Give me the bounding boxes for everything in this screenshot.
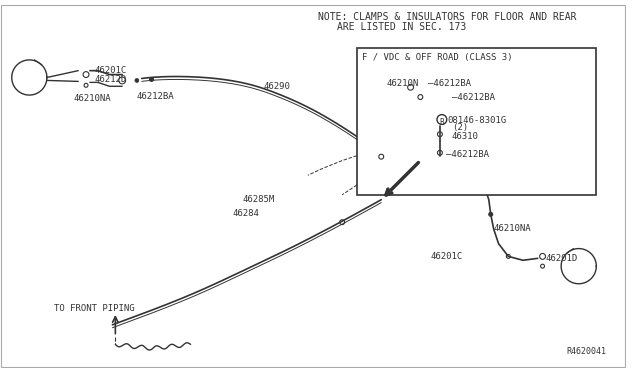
Text: ARE LISTED IN SEC. 173: ARE LISTED IN SEC. 173 bbox=[337, 22, 467, 32]
Text: 46290: 46290 bbox=[264, 82, 291, 92]
Bar bbox=[357, 48, 596, 195]
Circle shape bbox=[489, 212, 493, 216]
Text: B: B bbox=[439, 118, 444, 126]
Text: 46210NA: 46210NA bbox=[493, 224, 531, 233]
Text: —46212BA: —46212BA bbox=[428, 80, 471, 89]
Text: 46210N: 46210N bbox=[386, 80, 419, 89]
Text: F / VDC & OFF ROAD (CLASS 3): F / VDC & OFF ROAD (CLASS 3) bbox=[362, 53, 512, 62]
Text: 46201C: 46201C bbox=[95, 66, 127, 75]
Text: 08146-8301G: 08146-8301G bbox=[448, 116, 507, 125]
Text: —46212BA: —46212BA bbox=[452, 93, 495, 102]
Text: 46285M: 46285M bbox=[243, 195, 275, 204]
Circle shape bbox=[150, 77, 154, 81]
Text: 46201C: 46201C bbox=[430, 253, 462, 262]
Text: 46212BA: 46212BA bbox=[137, 92, 175, 101]
Text: 46201D: 46201D bbox=[545, 254, 578, 263]
Text: 46284: 46284 bbox=[233, 209, 260, 218]
Text: NOTE: CLAMPS & INSULATORS FOR FLOOR AND REAR: NOTE: CLAMPS & INSULATORS FOR FLOOR AND … bbox=[317, 12, 576, 22]
Text: R4620041: R4620041 bbox=[566, 347, 606, 356]
Circle shape bbox=[135, 78, 139, 82]
Text: TO FRONT PIPING: TO FRONT PIPING bbox=[54, 304, 134, 313]
Text: 46310: 46310 bbox=[452, 132, 479, 141]
Text: 46212D: 46212D bbox=[95, 74, 127, 84]
Text: 46210NA: 46210NA bbox=[74, 94, 111, 103]
Text: (2): (2) bbox=[452, 124, 468, 132]
Text: —46212BA: —46212BA bbox=[446, 150, 489, 159]
